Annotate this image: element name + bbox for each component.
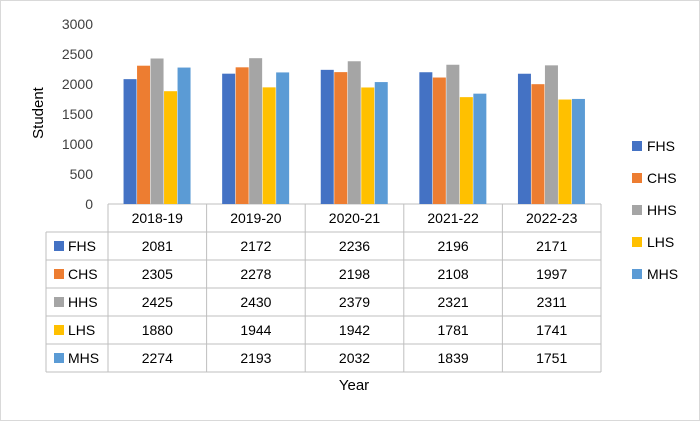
bar-fhs-2021-22 [419,72,433,205]
table-key-fhs [54,241,64,251]
y-tick-label: 2000 [62,76,93,92]
bar-hhs-2021-22 [446,64,460,204]
table-key-lhs [54,325,64,335]
x-tick-label: 2022-23 [526,210,578,226]
x-tick-label: 2020-21 [329,210,381,226]
table-cell: 2305 [142,266,173,282]
bar-lhs-2018-19 [164,91,178,204]
legend-key-mhs [632,269,642,279]
table-cell: 2236 [339,238,370,254]
table-cell: 1942 [339,322,370,338]
bar-mhs-2019-20 [276,72,290,204]
table-cell: 2311 [537,294,567,310]
legend-label: FHS [647,138,675,154]
table-key-hhs [54,297,64,307]
legend-label: MHS [647,266,678,282]
table-cell: 2425 [142,294,173,310]
table-key-chs [54,269,64,279]
bar-mhs-2021-22 [473,93,487,204]
data-table: 2018-19 2019-20 2020-21 2021-22 2022-23 FHS 20… [45,204,602,373]
table-cell: 2274 [142,350,173,366]
table-cell: 1880 [142,322,173,338]
legend-key-hhs [632,205,642,215]
table-cell: 2172 [240,238,271,254]
table-cell: 2171 [536,238,567,254]
legend-key-lhs [632,237,642,247]
y-tick-label: 1000 [62,136,93,152]
table-series-label: LHS [68,322,95,338]
bar-chs-2022-23 [531,84,545,204]
bar-fhs-2020-21 [320,69,334,204]
table-cell: 2430 [240,294,271,310]
bar-lhs-2022-23 [558,99,572,204]
bar-mhs-2018-19 [177,67,191,204]
table-cell: 2278 [240,266,271,282]
table-cell: 1997 [536,266,567,282]
y-axis-title: Student [30,86,47,139]
bar-chs-2020-21 [334,72,348,205]
y-tick-label: 2500 [62,46,93,62]
bar-hhs-2022-23 [544,65,558,204]
bar-mhs-2022-23 [571,98,585,204]
legend-key-chs [632,173,642,183]
y-tick-label: 500 [70,166,94,182]
table-series-label: HHS [68,294,98,310]
table-cell: 2321 [438,294,469,310]
table-cell: 1944 [240,322,271,338]
x-tick-label: 2021-22 [427,210,479,226]
table-series-label: CHS [68,266,98,282]
table-cell: 1839 [438,350,469,366]
bar-hhs-2018-19 [150,58,164,204]
table-cell: 2108 [438,266,469,282]
table-cell: 2032 [339,350,370,366]
x-tick-label: 2019-20 [230,210,282,226]
table-cell: 2198 [339,266,370,282]
bar-mhs-2020-21 [374,82,388,204]
table-key-mhs [54,353,64,363]
y-tick-label: 3000 [62,16,93,32]
bar-lhs-2020-21 [361,87,375,204]
bar-fhs-2019-20 [222,73,236,205]
bar-fhs-2022-23 [517,73,531,205]
legend-label: LHS [647,234,674,250]
bar-lhs-2021-22 [459,97,473,204]
legend: FHS CHS HHS LHS MHS [632,138,678,282]
legend-label: CHS [647,170,677,186]
table-series-label: MHS [68,350,99,366]
y-tick-label: 1500 [62,106,93,122]
legend-label: HHS [647,202,677,218]
bar-chs-2019-20 [235,67,249,204]
table-cell: 1751 [536,350,567,366]
bar-chs-2021-22 [432,77,446,204]
y-tick-label: 0 [85,196,93,212]
x-axis-title: Year [339,377,369,394]
bar-lhs-2019-20 [262,87,276,204]
table-cell: 2379 [339,294,370,310]
table-cell: 1781 [438,322,469,338]
table-cell: 1741 [536,322,567,338]
bar-hhs-2019-20 [249,58,263,205]
x-tick-label: 2018-19 [132,210,184,226]
bar-chs-2018-19 [137,65,151,204]
legend-key-fhs [632,141,642,151]
bar-hhs-2020-21 [347,61,361,205]
table-series-label: FHS [68,238,96,254]
bars-layer [123,58,585,205]
table-cell: 2193 [240,350,271,366]
table-cell: 2196 [438,238,469,254]
bar-fhs-2018-19 [123,79,137,204]
table-cell: 2081 [142,238,173,254]
